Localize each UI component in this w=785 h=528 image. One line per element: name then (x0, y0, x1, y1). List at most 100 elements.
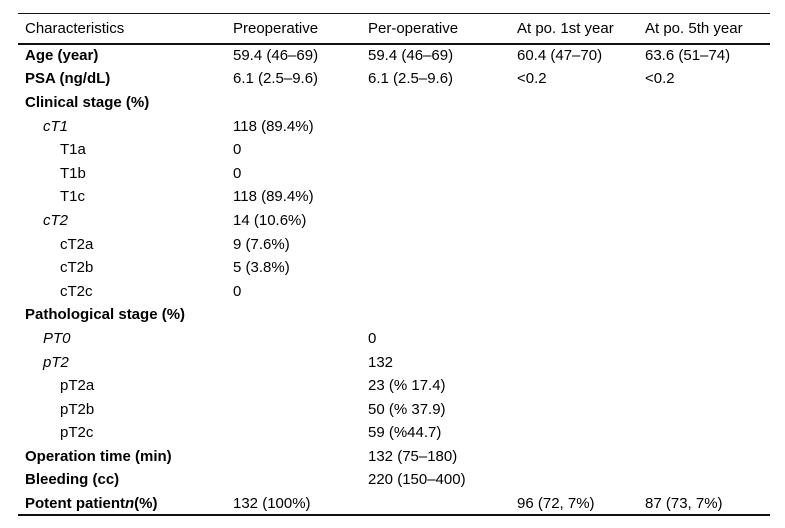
row-label: Age (year) (18, 44, 233, 68)
row-label-part: cT2a (60, 235, 94, 253)
table-cell: 0 (233, 164, 242, 182)
table-cell: 118 (89.4%) (233, 117, 314, 135)
row-label-part: cT2b (60, 259, 94, 277)
row-label: T1b (18, 161, 233, 185)
table-cell (517, 421, 645, 445)
row-label: pT2a (18, 374, 233, 398)
table-row: T1c 118 (89.4%) (18, 185, 770, 209)
table-cell (517, 114, 645, 138)
table-row: pT2a 23 (% 17.4) (18, 374, 770, 398)
row-label-part: cT1 (43, 117, 69, 135)
table-row: cT2c 0 (18, 279, 770, 303)
table-cell (517, 327, 645, 351)
table-cell (645, 303, 770, 327)
table-cell (368, 279, 517, 303)
table-cell (368, 91, 517, 115)
table-row: pT2b 50 (% 37.9) (18, 397, 770, 421)
row-label: cT2 (18, 209, 233, 233)
row-label-part: pT2a (60, 377, 95, 395)
row-label-part: T1a (60, 141, 86, 159)
table-cell: 60.4 (47–70) (517, 47, 603, 65)
row-label-part: T1b (60, 164, 86, 182)
table-cell (645, 138, 770, 162)
table-cell (233, 445, 368, 469)
row-label-part: PT0 (43, 329, 71, 347)
table-cell: 59 (%44.7) (368, 424, 442, 442)
column-header: At po. 1st year (517, 19, 614, 37)
table-cell (517, 397, 645, 421)
table-cell: <0.2 (645, 70, 675, 88)
row-label-part: pT2b (60, 400, 95, 418)
column-header: At po. 5th year (645, 19, 743, 37)
table-cell (517, 303, 645, 327)
table-row: Operation time (min) 132 (75–180) (18, 445, 770, 469)
table-cell (645, 279, 770, 303)
table-cell (645, 397, 770, 421)
table-cell (233, 91, 368, 115)
characteristics-table: Characteristics Preoperative Per-operative… (18, 13, 770, 517)
table-cell (368, 161, 517, 185)
row-label: T1c (18, 185, 233, 209)
row-label: PT0 (18, 327, 233, 351)
table-cell (645, 256, 770, 280)
table-cell (517, 185, 645, 209)
table-cell (368, 114, 517, 138)
table-cell (368, 303, 517, 327)
table-cell: 6.1 (2.5–9.6) (233, 70, 319, 88)
table-cell (233, 350, 368, 374)
table-row: Age (year) 59.4 (46–69) 59.4 (46–69) 60.4 (… (18, 44, 770, 68)
table-cell (645, 161, 770, 185)
row-label-part: cT2c (60, 282, 93, 300)
table-cell (517, 232, 645, 256)
column-header: Characteristics (25, 19, 125, 37)
row-label: cT2a (18, 232, 233, 256)
table-cell (645, 468, 770, 492)
row-label-part: T1c (60, 188, 86, 206)
row-label: pT2b (18, 397, 233, 421)
table-cell: 87 (73, 7%) (645, 494, 723, 512)
row-label-part: pT2c (60, 424, 94, 442)
table-cell (517, 468, 645, 492)
table-cell (517, 445, 645, 469)
table-cell: 118 (89.4%) (233, 188, 314, 206)
table-cell (645, 350, 770, 374)
table-cell: 132 (100%) (233, 494, 311, 512)
row-label-part: pT2 (43, 353, 69, 371)
table-cell (368, 232, 517, 256)
table-row: T1b 0 (18, 161, 770, 185)
table-header: Characteristics Preoperative Per-operative… (18, 14, 770, 44)
row-label: cT2c (18, 279, 233, 303)
table-cell: <0.2 (517, 70, 547, 88)
table-cell: 23 (% 17.4) (368, 377, 446, 395)
table-cell (645, 185, 770, 209)
table-cell (233, 468, 368, 492)
table-cell (517, 138, 645, 162)
row-label: Pathological stage (%) (18, 303, 233, 327)
table-cell (645, 445, 770, 469)
table-cell (368, 209, 517, 233)
table-cell (645, 91, 770, 115)
table-row: cT1 118 (89.4%) (18, 114, 770, 138)
table-cell (517, 350, 645, 374)
table-row: Bleeding (cc) 220 (150–400) (18, 468, 770, 492)
table-cell (645, 327, 770, 351)
table-cell: 59.4 (46–69) (368, 47, 454, 65)
table-cell (645, 114, 770, 138)
table-cell (233, 303, 368, 327)
row-label-part: cT2 (43, 211, 69, 229)
table-row: cT2a 9 (7.6%) (18, 232, 770, 256)
row-label-part: Operation time (min) (25, 447, 172, 465)
column-header: Per-operative (368, 19, 459, 37)
row-label: Operation time (min) (18, 445, 233, 469)
row-label: PSA (ng/dL) (18, 67, 233, 91)
row-label: Clinical stage (%) (18, 91, 233, 115)
row-label-part: Pathological stage (%) (25, 306, 186, 324)
table-cell: 220 (150–400) (368, 471, 466, 489)
table-cell: 96 (72, 7%) (517, 494, 595, 512)
table-row: T1a 0 (18, 138, 770, 162)
table-cell: 9 (7.6%) (233, 235, 290, 253)
row-label: cT2b (18, 256, 233, 280)
table-row: PSA (ng/dL) 6.1 (2.5–9.6) 6.1 (2.5–9.6) <0.… (18, 67, 770, 91)
table-cell: 50 (% 37.9) (368, 400, 446, 418)
table-cell (517, 374, 645, 398)
